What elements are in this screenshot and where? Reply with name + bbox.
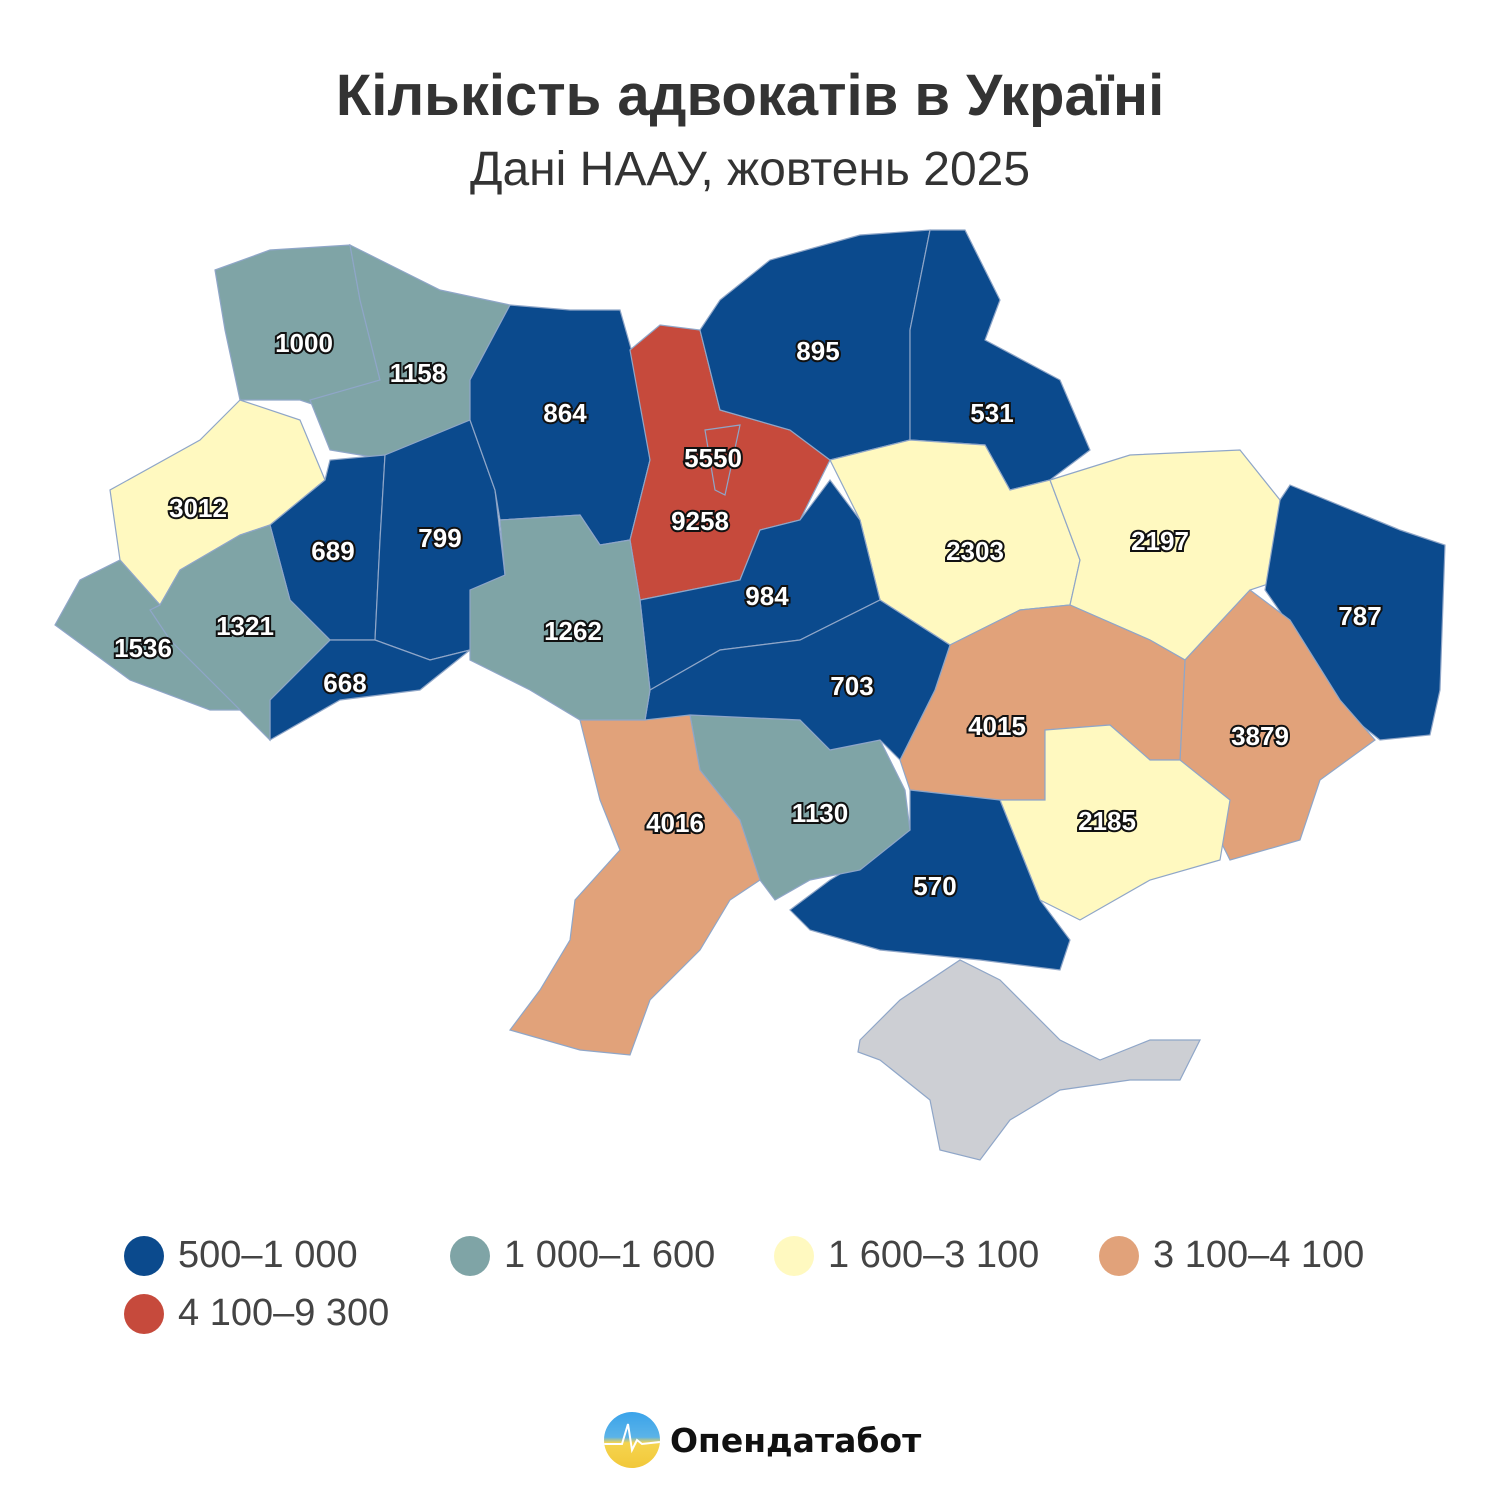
value-label: 4015 (968, 711, 1026, 741)
legend-swatch (774, 1235, 814, 1276)
value-label: 5550 (684, 443, 742, 473)
legend-swatch (450, 1235, 490, 1276)
legend-item: 4 100–9 300 (124, 1292, 389, 1335)
region-odesa[interactable] (508, 709, 761, 1056)
value-label: 787 (1338, 601, 1381, 631)
legend-item: 1 600–3 100 (774, 1234, 1039, 1277)
value-label: 799 (418, 523, 461, 553)
map-title: Кількість адвокатів в Україні (335, 63, 1165, 128)
value-label: 668 (323, 668, 366, 698)
region-sumy[interactable] (909, 229, 1091, 491)
region-zaporizhzhia[interactable] (999, 724, 1231, 921)
value-label: 531 (970, 398, 1013, 428)
value-label: 864 (543, 398, 587, 428)
legend-swatch (1099, 1235, 1139, 1276)
region-zakarpattia[interactable] (54, 559, 242, 711)
legend-label: 500–1 000 (178, 1234, 358, 1276)
value-label: 570 (913, 871, 956, 901)
legend-item: 3 100–4 100 (1099, 1234, 1364, 1277)
opendatabot-logo-icon (604, 1412, 660, 1468)
legend-label: 1 000–1 600 (504, 1234, 716, 1276)
region-kyiv-city[interactable] (704, 424, 741, 496)
legend-label: 3 100–4 100 (1153, 1234, 1365, 1276)
region-luhansk[interactable] (1264, 484, 1446, 741)
region-kirovohrad[interactable] (644, 599, 951, 762)
value-label: 984 (745, 581, 789, 611)
value-label: 2303 (946, 536, 1004, 566)
legend-item: 1 000–1 600 (450, 1234, 715, 1277)
value-label: 1262 (544, 616, 602, 646)
value-label: 3012 (169, 493, 227, 523)
region-crimea (857, 959, 1201, 1161)
legend-label: 4 100–9 300 (178, 1292, 390, 1334)
region-vinnytsia[interactable] (469, 514, 651, 721)
brand: Опендатабот (604, 1412, 921, 1468)
value-label: 1130 (792, 798, 848, 828)
value-label: 2197 (1131, 526, 1189, 556)
value-label: 689 (311, 536, 354, 566)
value-label: 1536 (114, 633, 172, 663)
value-label: 2185 (1078, 806, 1136, 836)
value-label: 1321 (216, 611, 274, 641)
value-label: 703 (830, 671, 873, 701)
legend-swatch (124, 1235, 164, 1276)
map-subtitle: Дані НААУ, жовтень 2025 (469, 143, 1031, 196)
brand-name: Опендатабот (670, 1420, 922, 1460)
legend-label: 1 600–3 100 (828, 1234, 1040, 1276)
legend-item: 500–1 000 (124, 1234, 358, 1277)
legend-swatch (124, 1293, 164, 1334)
value-label: 1000 (275, 328, 333, 358)
value-label: 3879 (1231, 721, 1289, 751)
value-label: 4016 (646, 808, 704, 838)
value-label: 9258 (671, 506, 729, 536)
region-chernivtsi[interactable] (269, 639, 471, 742)
value-label: 895 (796, 336, 839, 366)
value-label: 1158 (390, 358, 446, 388)
